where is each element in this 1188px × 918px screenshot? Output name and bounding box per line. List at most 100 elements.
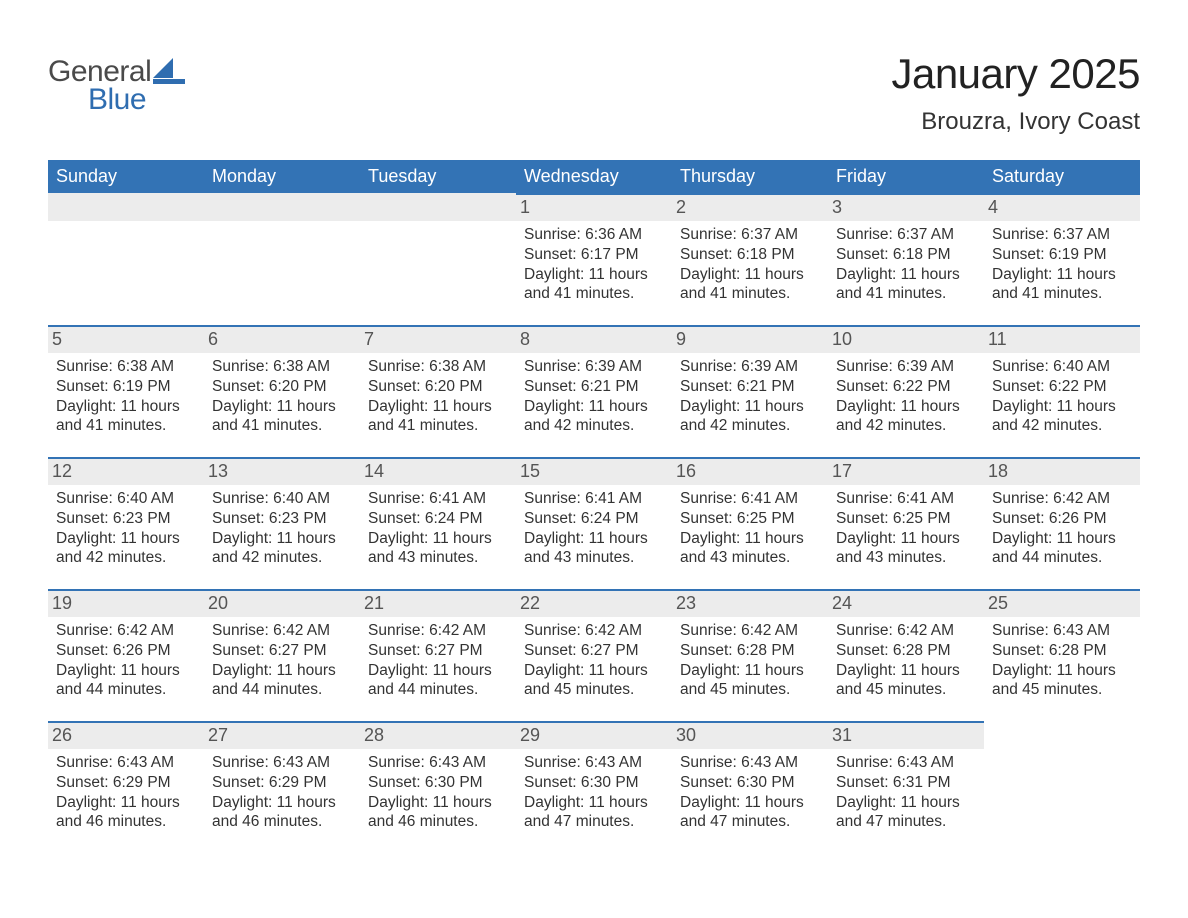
calendar-cell-blank: [984, 721, 1140, 839]
day-number: 25: [984, 589, 1140, 617]
calendar-cell: 13Sunrise: 6:40 AMSunset: 6:23 PMDayligh…: [204, 457, 360, 575]
daylight-line: Daylight: 11 hours and 44 minutes.: [210, 661, 354, 701]
calendar-cell: 25 Sunrise: 6:43 AMSunset: 6:28 PMDayligh…: [984, 589, 1140, 707]
week-separator: [48, 311, 1140, 325]
sunset-line: Sunset: 6:24 PM: [522, 509, 666, 529]
daylight-line: Daylight: 11 hours and 45 minutes.: [522, 661, 666, 701]
day-number: 26: [48, 721, 204, 749]
week-separator: [48, 707, 1140, 721]
daylight-line: Daylight: 11 hours and 46 minutes.: [210, 793, 354, 833]
day-number: 4: [984, 193, 1140, 221]
sunset-line: Sunset: 6:30 PM: [678, 773, 822, 793]
sunrise-line: Sunrise: 6:40 AM: [990, 357, 1134, 377]
sunrise-line: Sunrise: 6:42 AM: [210, 621, 354, 641]
weekday-header: Monday: [204, 160, 360, 193]
day-number: 10: [828, 325, 984, 353]
day-number: 15: [516, 457, 672, 485]
calendar-cell: 1Sunrise: 6:36 AMSunset: 6:17 PMDaylight…: [516, 193, 672, 311]
calendar-cell: 31 Sunrise: 6:43 AMSunset: 6:31 PMDayligh…: [828, 721, 984, 839]
sunrise-line: Sunrise: 6:43 AM: [990, 621, 1134, 641]
sunset-line: Sunset: 6:28 PM: [990, 641, 1134, 661]
calendar-cell: 23Sunrise: 6:42 AMSunset: 6:28 PMDayligh…: [672, 589, 828, 707]
sunset-line: Sunset: 6:26 PM: [990, 509, 1134, 529]
day-number: 20: [204, 589, 360, 617]
sunrise-line: Sunrise: 6:43 AM: [834, 753, 978, 773]
daylight-line: Daylight: 11 hours and 45 minutes.: [990, 661, 1134, 701]
daylight-line: Daylight: 11 hours and 44 minutes.: [54, 661, 198, 701]
calendar-cell: 9Sunrise: 6:39 AMSunset: 6:21 PMDaylight…: [672, 325, 828, 443]
calendar-cell: 18Sunrise: 6:42 AMSunset: 6:26 PMDayligh…: [984, 457, 1140, 575]
sunrise-line: Sunrise: 6:38 AM: [210, 357, 354, 377]
day-number: 8: [516, 325, 672, 353]
sunset-line: Sunset: 6:27 PM: [522, 641, 666, 661]
day-number: 31: [828, 721, 984, 749]
calendar-cell: 17Sunrise: 6:41 AMSunset: 6:25 PMDayligh…: [828, 457, 984, 575]
sunrise-line: Sunrise: 6:42 AM: [834, 621, 978, 641]
sunset-line: Sunset: 6:17 PM: [522, 245, 666, 265]
calendar-cell: 26Sunrise: 6:43 AMSunset: 6:29 PMDayligh…: [48, 721, 204, 839]
week-separator: [48, 443, 1140, 457]
logo-word-blue: Blue: [88, 83, 151, 117]
day-number: 5: [48, 325, 204, 353]
sunset-line: Sunset: 6:31 PM: [834, 773, 978, 793]
sunrise-line: Sunrise: 6:41 AM: [366, 489, 510, 509]
sunrise-line: Sunrise: 6:40 AM: [210, 489, 354, 509]
week-separator: [48, 575, 1140, 589]
daylight-line: Daylight: 11 hours and 45 minutes.: [834, 661, 978, 701]
day-number: 17: [828, 457, 984, 485]
calendar-cell: 14Sunrise: 6:41 AMSunset: 6:24 PMDayligh…: [360, 457, 516, 575]
sunset-line: Sunset: 6:28 PM: [834, 641, 978, 661]
sunrise-line: Sunrise: 6:43 AM: [678, 753, 822, 773]
daylight-line: Daylight: 11 hours and 47 minutes.: [678, 793, 822, 833]
daylight-line: Daylight: 11 hours and 41 minutes.: [522, 265, 666, 305]
calendar-cell: 12Sunrise: 6:40 AMSunset: 6:23 PMDayligh…: [48, 457, 204, 575]
daylight-line: Daylight: 11 hours and 45 minutes.: [678, 661, 822, 701]
calendar-cell: 5Sunrise: 6:38 AMSunset: 6:19 PMDaylight…: [48, 325, 204, 443]
day-number: 22: [516, 589, 672, 617]
sunrise-line: Sunrise: 6:38 AM: [54, 357, 198, 377]
day-number: 3: [828, 193, 984, 221]
day-number: 11: [984, 325, 1140, 353]
day-number: 29: [516, 721, 672, 749]
calendar-cell: 10Sunrise: 6:39 AMSunset: 6:22 PMDayligh…: [828, 325, 984, 443]
calendar-cell: 19Sunrise: 6:42 AMSunset: 6:26 PMDayligh…: [48, 589, 204, 707]
sunrise-line: Sunrise: 6:43 AM: [210, 753, 354, 773]
sunrise-line: Sunrise: 6:42 AM: [54, 621, 198, 641]
day-number: 16: [672, 457, 828, 485]
sunset-line: Sunset: 6:21 PM: [522, 377, 666, 397]
calendar-cell: 29Sunrise: 6:43 AMSunset: 6:30 PMDayligh…: [516, 721, 672, 839]
sunrise-line: Sunrise: 6:36 AM: [522, 225, 666, 245]
sunrise-line: Sunrise: 6:39 AM: [678, 357, 822, 377]
day-number: 12: [48, 457, 204, 485]
weekday-header: Friday: [828, 160, 984, 193]
sunrise-line: Sunrise: 6:43 AM: [366, 753, 510, 773]
calendar-cell: 30Sunrise: 6:43 AMSunset: 6:30 PMDayligh…: [672, 721, 828, 839]
page-header: General Blue January 2025 Brouzra, Ivory…: [48, 50, 1140, 136]
calendar-cell: 2Sunrise: 6:37 AMSunset: 6:18 PMDaylight…: [672, 193, 828, 311]
day-number: 19: [48, 589, 204, 617]
sunset-line: Sunset: 6:25 PM: [834, 509, 978, 529]
day-number: 9: [672, 325, 828, 353]
calendar-cell: 11Sunrise: 6:40 AMSunset: 6:22 PMDayligh…: [984, 325, 1140, 443]
sunset-line: Sunset: 6:27 PM: [210, 641, 354, 661]
calendar-cell-blank: .: [48, 193, 204, 311]
daylight-line: Daylight: 11 hours and 41 minutes.: [210, 397, 354, 437]
sunrise-line: Sunrise: 6:38 AM: [366, 357, 510, 377]
sunset-line: Sunset: 6:25 PM: [678, 509, 822, 529]
calendar-cell-blank: .: [204, 193, 360, 311]
day-number: .: [48, 193, 204, 221]
calendar-cell: 20 Sunrise: 6:42 AMSunset: 6:27 PMDayligh…: [204, 589, 360, 707]
day-number: 18: [984, 457, 1140, 485]
sunrise-line: Sunrise: 6:43 AM: [522, 753, 666, 773]
calendar-cell: 27Sunrise: 6:43 AMSunset: 6:29 PMDayligh…: [204, 721, 360, 839]
daylight-line: Daylight: 11 hours and 43 minutes.: [834, 529, 978, 569]
sunset-line: Sunset: 6:24 PM: [366, 509, 510, 529]
daylight-line: Daylight: 11 hours and 47 minutes.: [834, 793, 978, 833]
daylight-line: Daylight: 11 hours and 44 minutes.: [990, 529, 1134, 569]
daylight-line: Daylight: 11 hours and 42 minutes.: [834, 397, 978, 437]
sunrise-line: Sunrise: 6:41 AM: [522, 489, 666, 509]
month-title: January 2025: [891, 50, 1140, 98]
calendar-cell: 16Sunrise: 6:41 AMSunset: 6:25 PMDayligh…: [672, 457, 828, 575]
daylight-line: Daylight: 11 hours and 42 minutes.: [522, 397, 666, 437]
sunrise-line: Sunrise: 6:37 AM: [834, 225, 978, 245]
